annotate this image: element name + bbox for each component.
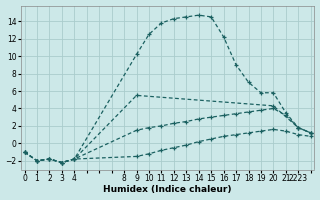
X-axis label: Humidex (Indice chaleur): Humidex (Indice chaleur) — [103, 185, 232, 194]
